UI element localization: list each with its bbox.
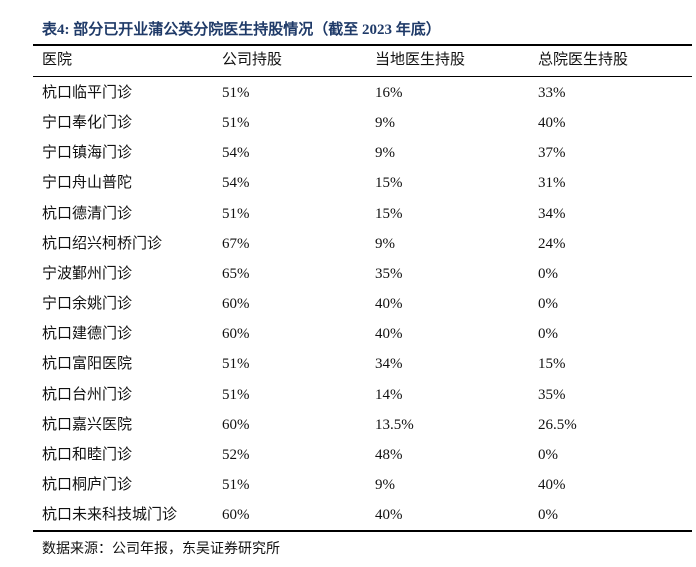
table-cell: 40%	[375, 326, 403, 343]
table-cell: 51%	[222, 476, 250, 493]
top-rule	[33, 44, 692, 46]
table-cell: 杭口绍兴柯桥门诊	[42, 235, 163, 252]
table-cell: 34%	[538, 205, 566, 222]
table-cell: 杭口临平门诊	[42, 85, 133, 101]
table-cell: 9%	[375, 115, 395, 132]
table-cell: 31%	[538, 175, 566, 192]
bottom-rule	[33, 530, 692, 532]
table-cell: 51%	[222, 115, 250, 132]
table-cell: 24%	[538, 235, 566, 252]
table-cell: 51%	[222, 205, 250, 222]
table-cell: 0%	[538, 296, 558, 313]
table-cell: 0%	[538, 265, 558, 282]
table-cell: 杭口桐庐门诊	[42, 476, 133, 493]
table-cell: 26.5%	[538, 416, 577, 433]
table-cell: 13.5%	[375, 416, 414, 433]
table-cell: 60%	[222, 296, 250, 313]
header-cell: 公司持股	[222, 52, 283, 68]
table-cell: 杭口德清门诊	[42, 205, 133, 222]
source-note: 数据来源：公司年报，东吴证券研究所	[42, 542, 280, 557]
table-cell: 35%	[538, 386, 566, 403]
header-cell: 当地医生持股	[375, 52, 466, 68]
table-cell: 宁波鄞州门诊	[42, 265, 133, 282]
table-cell: 40%	[538, 476, 566, 493]
table-cell: 51%	[222, 356, 250, 373]
table-cell: 杭口未来科技城门诊	[42, 507, 178, 524]
table-cell: 33%	[538, 85, 566, 101]
table-cell: 杭口富阳医院	[42, 356, 133, 373]
table-cell: 37%	[538, 145, 566, 162]
table-cell: 48%	[375, 446, 403, 463]
table-cell: 杭口建德门诊	[42, 326, 133, 343]
table-cell: 52%	[222, 446, 250, 463]
table-cell: 67%	[222, 235, 250, 252]
table-cell: 9%	[375, 145, 395, 162]
table-cell: 0%	[538, 326, 558, 343]
table-cell: 65%	[222, 265, 250, 282]
header-cell: 医院	[42, 52, 73, 68]
table-cell: 35%	[375, 265, 403, 282]
table-cell: 9%	[375, 235, 395, 252]
table-cell: 宁口镇海门诊	[42, 145, 133, 162]
table-cell: 16%	[375, 85, 403, 101]
table-cell: 51%	[222, 386, 250, 403]
table-cell: 15%	[375, 205, 403, 222]
table-cell: 杭口台州门诊	[42, 386, 133, 403]
table-title: 表4: 部分已开业蒲公英分院医生持股情况（截至 2023 年底）	[42, 22, 441, 38]
table-cell: 34%	[375, 356, 403, 373]
table-cell: 40%	[375, 296, 403, 313]
table-cell: 40%	[538, 115, 566, 132]
table-cell: 54%	[222, 175, 250, 192]
table-cell: 杭口和睦门诊	[42, 446, 133, 463]
table-cell: 宁口余姚门诊	[42, 296, 133, 313]
header-cell: 总院医生持股	[538, 52, 629, 68]
table-cell: 0%	[538, 446, 558, 463]
table-cell: 宁口奉化门诊	[42, 115, 133, 132]
table-cell: 51%	[222, 85, 250, 101]
table-cell: 0%	[538, 507, 558, 524]
table-cell: 9%	[375, 476, 395, 493]
table-cell: 15%	[375, 175, 403, 192]
table-cell: 60%	[222, 416, 250, 433]
table-cell: 40%	[375, 507, 403, 524]
table-cell: 60%	[222, 507, 250, 524]
table-cell: 14%	[375, 386, 403, 403]
table-cell: 宁口舟山普陀	[42, 175, 133, 192]
table-cell: 15%	[538, 356, 566, 373]
header-rule	[33, 76, 692, 77]
table-cell: 54%	[222, 145, 250, 162]
table-cell: 60%	[222, 326, 250, 343]
table-cell: 杭口嘉兴医院	[42, 416, 133, 433]
